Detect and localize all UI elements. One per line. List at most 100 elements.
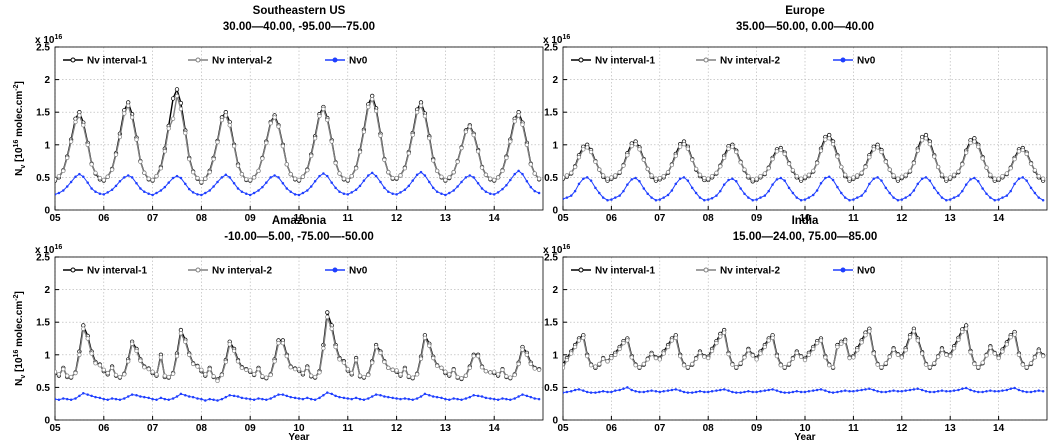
data-point	[625, 338, 630, 343]
data-point	[296, 366, 302, 372]
data-point	[798, 176, 804, 181]
data-point	[468, 174, 472, 177]
data-point	[245, 192, 248, 195]
data-point	[883, 361, 888, 366]
data-point	[402, 166, 408, 171]
data-point	[329, 326, 334, 331]
data-point	[585, 145, 590, 150]
data-point	[779, 390, 783, 394]
data-point	[1009, 387, 1012, 390]
data-point	[606, 390, 609, 394]
data-point	[916, 182, 920, 186]
data-point	[634, 390, 637, 393]
data-point	[625, 153, 630, 158]
data-point	[673, 335, 678, 340]
series	[563, 136, 1046, 182]
data-point	[1016, 149, 1022, 154]
data-point	[520, 122, 525, 127]
data-point	[703, 390, 706, 394]
data-point	[329, 139, 334, 144]
data-point	[231, 348, 237, 354]
data-point	[706, 355, 711, 361]
data-point	[208, 397, 211, 401]
data-point	[593, 364, 598, 369]
data-point	[386, 365, 391, 370]
data-point	[245, 397, 248, 400]
data-point	[525, 180, 529, 183]
data-point	[285, 394, 289, 398]
data-point	[312, 136, 318, 141]
data-point	[199, 367, 204, 372]
data-point	[856, 389, 859, 392]
data-point	[517, 169, 520, 173]
data-point	[167, 181, 170, 184]
data-point	[504, 155, 509, 160]
legend-label: Nv0	[857, 266, 876, 277]
data-point	[670, 189, 674, 192]
data-point	[827, 136, 832, 141]
data-point	[911, 160, 917, 166]
data-point	[219, 372, 225, 378]
data-point	[537, 397, 541, 401]
data-point	[170, 116, 176, 121]
data-point	[799, 198, 803, 202]
legend-marker	[195, 267, 201, 273]
x-tick-label: 07	[147, 213, 159, 224]
data-point	[621, 340, 626, 346]
x-tick-label: 09	[245, 423, 257, 434]
x-tick-label: 09	[245, 213, 257, 224]
data-point	[606, 198, 609, 202]
data-point	[790, 356, 796, 361]
data-point	[533, 397, 536, 400]
legend-marker	[703, 267, 709, 273]
data-point	[200, 193, 203, 197]
data-point	[585, 353, 590, 359]
data-point	[848, 198, 851, 202]
data-point	[89, 351, 94, 356]
data-point	[524, 352, 530, 357]
data-point	[641, 157, 646, 162]
x-tick-label: 12	[896, 213, 908, 224]
data-point	[658, 390, 662, 394]
data-point	[292, 366, 298, 372]
legend-marker	[195, 57, 201, 63]
data-point	[686, 179, 690, 182]
data-point	[428, 393, 431, 397]
data-point	[61, 366, 66, 372]
data-point	[512, 119, 517, 124]
data-point	[361, 374, 367, 380]
data-point	[126, 174, 130, 177]
multiplier-part: x 10	[543, 35, 563, 46]
data-point	[296, 177, 302, 183]
data-point	[280, 340, 286, 346]
data-point	[738, 361, 743, 366]
data-point	[390, 175, 395, 181]
data-point	[794, 173, 799, 179]
data-point	[851, 175, 856, 180]
data-point	[86, 393, 89, 396]
data-point	[223, 113, 228, 118]
data-point	[563, 175, 566, 180]
multiplier-part: x 10	[35, 35, 55, 46]
data-point	[419, 170, 423, 174]
data-point	[313, 180, 317, 183]
data-point	[718, 334, 723, 339]
x-tick-label: 06	[606, 213, 618, 224]
data-point	[162, 149, 167, 154]
data-point	[370, 171, 374, 175]
data-point	[414, 110, 420, 115]
data-point	[110, 188, 114, 192]
data-point	[771, 183, 774, 186]
data-point	[98, 192, 102, 195]
data-point	[536, 176, 542, 181]
data-point	[992, 351, 997, 356]
data-point	[646, 192, 649, 195]
data-point	[690, 391, 694, 394]
data-point	[674, 388, 678, 391]
data-point	[649, 173, 654, 178]
data-point	[763, 194, 767, 197]
x-tick-label: 08	[196, 213, 208, 224]
data-point	[585, 390, 589, 394]
data-point	[836, 390, 839, 394]
data-point	[880, 179, 883, 182]
